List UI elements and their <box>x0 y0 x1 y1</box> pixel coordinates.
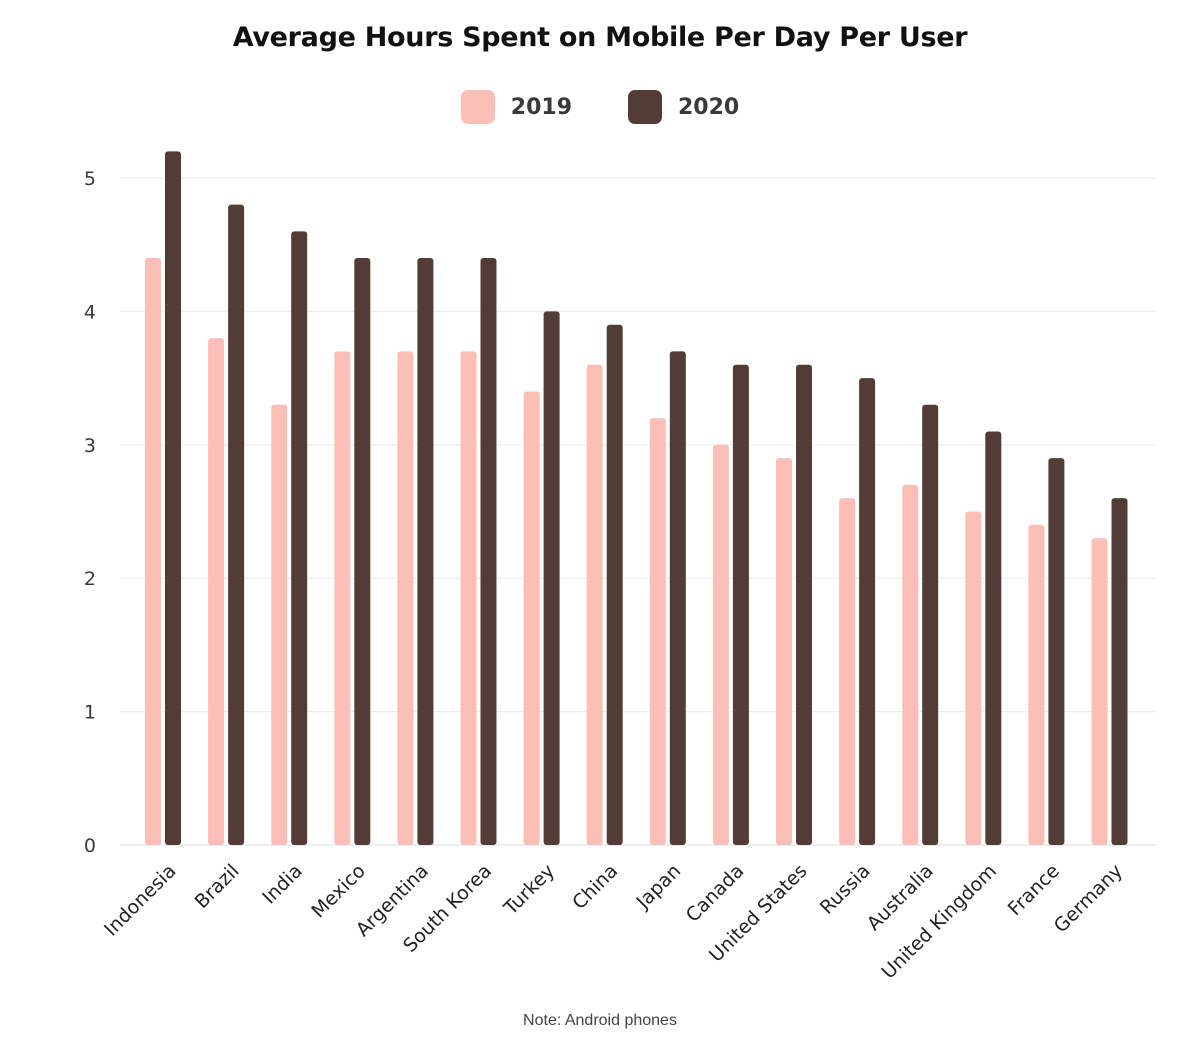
bar-2020-canada <box>732 364 749 845</box>
bar-2019-brazil <box>208 338 225 845</box>
y-tick-label: 2 <box>84 568 96 590</box>
bar-2019-australia <box>902 484 919 845</box>
y-tick-label: 4 <box>84 301 96 323</box>
x-tick-label: Mexico <box>307 860 369 922</box>
x-tick-label: India <box>258 860 307 909</box>
bar-2019-canada <box>712 444 729 845</box>
x-tick-label: Germany <box>1050 860 1127 937</box>
bar-2020-united-states <box>796 364 812 845</box>
legend-label-2019: 2019 <box>510 94 572 120</box>
x-tick-label: France <box>1004 860 1064 920</box>
bar-2019-japan <box>649 418 666 845</box>
bar-2020-argentina <box>417 258 434 845</box>
x-tick-label: Russia <box>816 860 875 919</box>
bar-2019-south-korea <box>460 351 477 845</box>
x-tick-label: Turkey <box>499 860 559 920</box>
bar-2019-india <box>271 404 288 845</box>
bar-2020-mexico <box>354 258 371 845</box>
y-tick-label: 3 <box>84 435 96 457</box>
bar-2019-china <box>586 364 603 845</box>
x-tick-label: Japan <box>632 860 686 914</box>
bar-2019-united-states <box>776 458 792 845</box>
legend-swatch-2019 <box>460 90 495 124</box>
bar-2019-united-kingdom <box>965 511 982 845</box>
bar-2020-brazil <box>228 204 245 845</box>
bar-2020-france <box>1048 458 1065 845</box>
bar-2020-south-korea <box>480 258 497 845</box>
x-tick-label: Indonesia <box>100 860 181 941</box>
x-tick-label: Brazil <box>191 860 244 913</box>
y-tick-label: 0 <box>84 835 96 857</box>
bar-2019-france <box>1028 524 1045 845</box>
chart-title: Average Hours Spent on Mobile Per Day Pe… <box>232 22 968 53</box>
bar-2019-mexico <box>334 351 351 845</box>
bar-2020-china <box>606 324 623 845</box>
bar-2020-india <box>291 231 308 846</box>
chart-note: Note: Android phones <box>523 1012 677 1029</box>
bar-2019-turkey <box>523 391 540 845</box>
x-tick-label: China <box>568 860 622 914</box>
bar-2019-russia <box>839 498 856 845</box>
bar-2020-germany <box>1111 498 1128 845</box>
bar-2019-argentina <box>397 351 414 845</box>
bar-2019-germany <box>1091 538 1108 845</box>
chart-legend: 2019 2020 <box>0 90 1200 124</box>
legend-item-2020: 2020 <box>628 90 739 124</box>
bar-2020-australia <box>922 404 939 845</box>
x-tick-label: United Kingdom <box>877 860 1000 983</box>
y-tick-label: 1 <box>84 702 96 724</box>
legend-item-2019: 2019 <box>460 90 572 124</box>
bar-2019-indonesia <box>145 258 161 845</box>
legend-label-2020: 2020 <box>678 94 740 120</box>
bar-2020-united-kingdom <box>985 431 1002 845</box>
y-tick-label: 5 <box>84 168 96 190</box>
bar-2020-russia <box>859 378 876 845</box>
legend-swatch-2020 <box>628 90 662 124</box>
bar-2020-japan <box>669 351 686 845</box>
bar-2020-indonesia <box>165 151 181 845</box>
bar-2020-turkey <box>543 311 560 845</box>
